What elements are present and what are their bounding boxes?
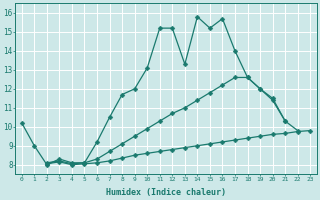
X-axis label: Humidex (Indice chaleur): Humidex (Indice chaleur)	[106, 188, 226, 197]
